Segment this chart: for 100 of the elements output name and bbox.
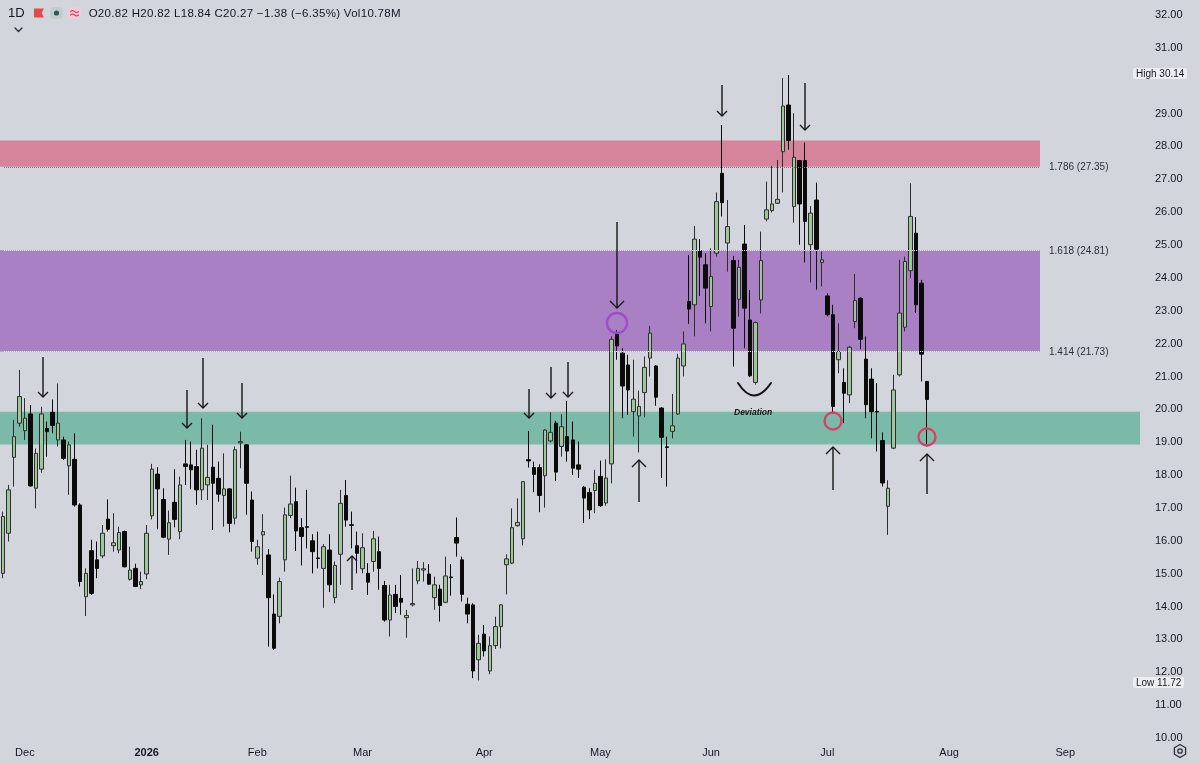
candlestick xyxy=(244,443,249,516)
candlestick xyxy=(227,487,232,533)
y-tick-label: 12.00 xyxy=(1155,665,1183,678)
y-tick-label: 16.00 xyxy=(1155,533,1183,546)
y-tick-label: 32.00 xyxy=(1155,8,1183,20)
x-tick-label: Dec xyxy=(15,745,36,758)
candlestick xyxy=(155,466,160,530)
x-tick-label: Jul xyxy=(820,745,835,758)
candlestick xyxy=(316,531,320,569)
annotation: High 30.14 xyxy=(1133,68,1188,79)
candlestick xyxy=(759,231,763,314)
annotation: Low 11.72 xyxy=(1133,676,1185,688)
y-tick-label: 27.00 xyxy=(1155,172,1183,185)
candlestick xyxy=(604,458,608,507)
candlestick xyxy=(659,406,664,479)
candlestick xyxy=(277,577,282,624)
candlestick xyxy=(853,273,857,329)
candlestick xyxy=(266,548,271,648)
y-tick-label: 18.00 xyxy=(1155,468,1183,481)
candlestick xyxy=(61,436,66,461)
x-tick-label: 2026 xyxy=(134,745,159,758)
candlestick xyxy=(454,516,459,558)
candlestick xyxy=(310,533,315,574)
candlestick xyxy=(792,112,796,224)
candlestick xyxy=(377,536,381,591)
y-tick-label: 11.00 xyxy=(1155,698,1182,711)
candlestick xyxy=(133,563,138,588)
chart-subtitle: O20.82 H20.82 L18.84 C20.27 −1.38 (−6.35%) Vol10.78M xyxy=(88,5,401,21)
candlestick xyxy=(67,441,71,496)
candlestick xyxy=(687,254,691,325)
candlestick xyxy=(327,533,332,593)
candlestick xyxy=(106,498,110,533)
candlestick xyxy=(714,191,719,258)
candlestick xyxy=(814,182,819,291)
candlestick xyxy=(476,634,481,681)
candlestick xyxy=(12,419,16,488)
candlestick xyxy=(172,468,177,528)
candlestick xyxy=(642,355,647,418)
candlestick xyxy=(45,421,49,458)
candlestick xyxy=(670,393,675,439)
candlestick xyxy=(731,255,736,368)
candlestick xyxy=(654,364,658,407)
x-tick-label: Jun xyxy=(702,745,720,758)
y-tick-label: 13.00 xyxy=(1155,632,1183,645)
candlestick xyxy=(565,400,569,463)
candlestick xyxy=(725,199,730,273)
candlestick xyxy=(388,584,392,637)
candlestick xyxy=(703,252,708,324)
candlestick xyxy=(820,251,824,287)
candlestick xyxy=(742,224,747,349)
candlestick xyxy=(781,77,785,193)
candlestick xyxy=(100,524,105,559)
candlestick xyxy=(858,296,863,350)
y-tick-label: 10.00 xyxy=(1155,731,1183,743)
candlestick xyxy=(709,247,713,332)
candlestick xyxy=(886,479,890,536)
candlestick xyxy=(427,563,431,586)
candlestick xyxy=(167,510,171,556)
candlestick xyxy=(460,556,464,603)
y-tick-label: 25.00 xyxy=(1155,238,1183,251)
candlestick xyxy=(338,489,343,586)
candlestick xyxy=(410,567,415,608)
candlestick xyxy=(233,445,237,525)
y-tick-label: 15.00 xyxy=(1155,566,1183,579)
candlestick xyxy=(482,624,486,657)
candlestick xyxy=(122,530,127,568)
candlestick xyxy=(753,321,758,386)
candlestick xyxy=(144,524,149,580)
y-tick-label: 29.00 xyxy=(1155,106,1183,119)
y-tick-label: 19.00 xyxy=(1155,435,1183,448)
candlestick xyxy=(847,345,852,404)
candlestick xyxy=(748,289,752,378)
candlestick xyxy=(344,479,348,528)
candlestick xyxy=(50,398,55,434)
x-tick-label: Mar xyxy=(353,745,373,758)
x-tick-label: Feb xyxy=(247,745,267,758)
y-tick-label: 23.00 xyxy=(1155,303,1183,316)
candlestick xyxy=(56,382,60,447)
candlestick xyxy=(128,546,132,582)
x-tick-label: May xyxy=(590,745,612,758)
candlestick xyxy=(272,593,276,651)
candlestick xyxy=(880,431,885,488)
candlestick xyxy=(333,561,337,604)
x-tick-label: Aug xyxy=(939,745,959,758)
candlestick xyxy=(842,367,846,424)
candlestick xyxy=(836,322,841,374)
candlestick xyxy=(238,431,243,469)
candlestick xyxy=(559,413,564,458)
candlestick xyxy=(255,539,260,566)
candlestick xyxy=(84,567,88,617)
candlestick xyxy=(139,571,143,590)
candlestick xyxy=(598,460,603,508)
candlestick xyxy=(371,530,376,573)
y-tick-label: 28.00 xyxy=(1155,139,1183,152)
y-tick-label: 24.00 xyxy=(1155,270,1183,283)
candlestick xyxy=(349,511,354,549)
y-tick-label: 26.00 xyxy=(1155,205,1183,218)
candlestick xyxy=(161,487,166,539)
candlestick xyxy=(261,513,265,576)
candlestick xyxy=(382,580,387,623)
